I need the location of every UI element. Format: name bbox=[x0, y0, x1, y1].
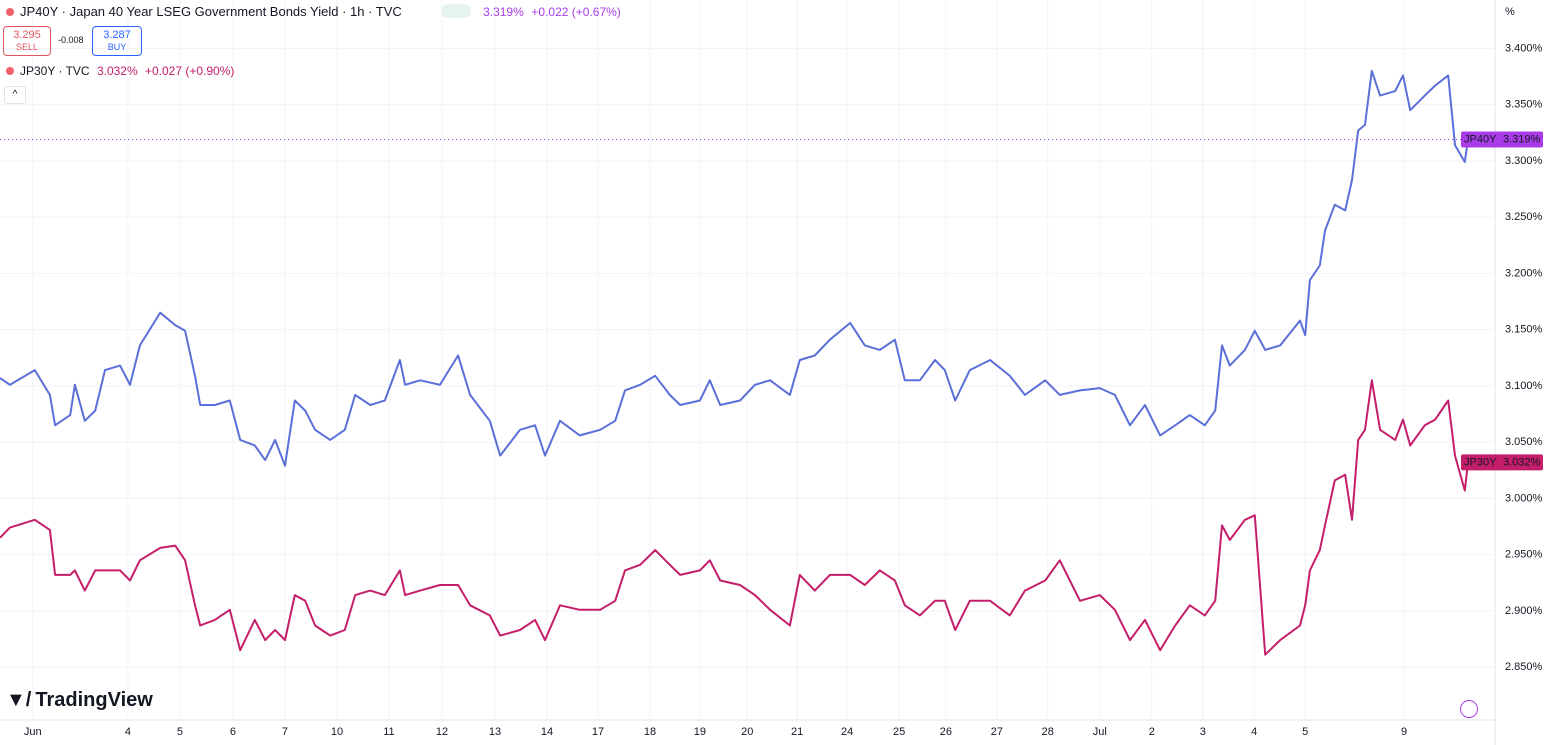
x-tick-label: 27 bbox=[991, 726, 1003, 738]
last-price-name: JP30Y bbox=[1464, 456, 1497, 468]
y-tick-label: 2.850% bbox=[1505, 661, 1543, 673]
x-tick-label: 9 bbox=[1401, 726, 1407, 738]
y-tick-label: 2.950% bbox=[1505, 549, 1543, 561]
x-tick-label: Jul bbox=[1093, 726, 1107, 738]
x-tick-label: 14 bbox=[541, 726, 553, 738]
y-tick-label: 3.350% bbox=[1505, 99, 1543, 111]
last-price-tag bbox=[1461, 454, 1543, 471]
title: JP40Y · Japan 40 Year LSEG Government Bo… bbox=[20, 4, 402, 19]
y-tick-label: 3.000% bbox=[1505, 492, 1543, 504]
last-price-name: JP40Y bbox=[1464, 133, 1497, 145]
y-tick-label: 2.900% bbox=[1505, 605, 1543, 617]
brand: ▼/TradingView bbox=[6, 689, 153, 711]
x-tick-label: 19 bbox=[694, 726, 706, 738]
price: 3.319% bbox=[483, 5, 524, 19]
status-dot bbox=[6, 8, 14, 16]
y-tick-label: 3.150% bbox=[1505, 324, 1543, 336]
compare-name: JP30Y · TVC bbox=[20, 64, 90, 78]
y-tick-label: 3.250% bbox=[1505, 211, 1543, 223]
buy-label: BUY bbox=[107, 42, 127, 52]
buy-price: 3.287 bbox=[103, 29, 131, 41]
buy-button[interactable]: 3.287 BUY bbox=[92, 26, 142, 56]
x-tick-label: 18 bbox=[644, 726, 656, 738]
x-tick-label: 3 bbox=[1200, 726, 1206, 738]
status-badge bbox=[441, 4, 472, 18]
collapse-button[interactable]: ^ bbox=[4, 86, 26, 104]
x-tick-label: 25 bbox=[893, 726, 905, 738]
y-tick-label: 3.100% bbox=[1505, 380, 1543, 392]
unit: % bbox=[1505, 6, 1515, 18]
x-tick-label: 26 bbox=[940, 726, 952, 738]
last-price-tag bbox=[1461, 131, 1543, 148]
title-row: JP40Y · Japan 40 Year LSEG Government Bo… bbox=[6, 4, 621, 19]
y-tick-label: 3.400% bbox=[1505, 42, 1543, 54]
x-tick-label: 11 bbox=[383, 726, 394, 738]
x-tick-label: 4 bbox=[1251, 726, 1257, 738]
sell-button[interactable]: 3.295 SELL bbox=[3, 26, 51, 56]
compare-change: +0.027 (+0.90%) bbox=[144, 64, 235, 78]
x-tick-label: 24 bbox=[841, 726, 853, 738]
x-tick-label: 28 bbox=[1042, 726, 1054, 738]
brand-text: TradingView bbox=[35, 689, 153, 711]
sell-price: 3.295 bbox=[13, 29, 41, 41]
x-tick-label: 7 bbox=[282, 726, 288, 738]
x-tick-label: 10 bbox=[331, 726, 343, 738]
last-price-label: 3.319% bbox=[1503, 133, 1541, 145]
x-tick-label: 20 bbox=[741, 726, 753, 738]
x-tick-label: 17 bbox=[592, 726, 604, 738]
x-tick-label: 21 bbox=[791, 726, 803, 738]
sell-label: SELL bbox=[15, 42, 39, 52]
change: +0.022 (+0.67%) bbox=[531, 5, 621, 19]
x-tick-label: 6 bbox=[230, 726, 236, 738]
x-tick-label: 12 bbox=[436, 726, 448, 738]
series-line bbox=[0, 379, 1469, 656]
x-tick-label: 5 bbox=[177, 726, 183, 738]
x-tick-label: 2 bbox=[1149, 726, 1155, 738]
compare-price: 3.032% bbox=[96, 64, 138, 78]
spread: -0.008 bbox=[58, 35, 84, 45]
compare-dot bbox=[6, 67, 14, 75]
last-price-label: 3.032% bbox=[1503, 456, 1541, 468]
y-tick-label: 3.300% bbox=[1505, 155, 1543, 167]
compare-row: JP30Y · TVC 3.032% +0.027 (+0.90%) bbox=[6, 64, 234, 78]
x-tick-label: Jun bbox=[24, 726, 42, 738]
lightning-button[interactable] bbox=[1460, 700, 1478, 718]
x-tick-label: 4 bbox=[125, 726, 131, 738]
y-tick-label: 3.050% bbox=[1505, 436, 1543, 448]
x-tick-label: 13 bbox=[489, 726, 501, 738]
series-line bbox=[0, 69, 1469, 467]
y-tick-label: 3.200% bbox=[1505, 267, 1543, 279]
x-tick-label: 5 bbox=[1302, 726, 1308, 738]
